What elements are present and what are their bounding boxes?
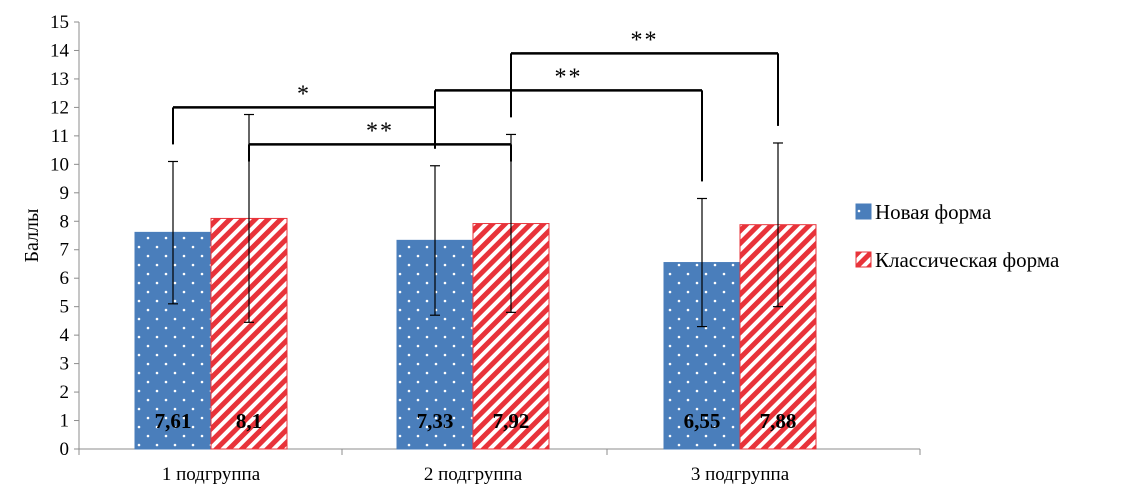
y-tick-label: 11 <box>51 126 69 147</box>
x-category-label: 3 подгруппа <box>691 464 790 485</box>
x-category-label: 1 подгруппа <box>162 464 261 485</box>
data-label: 7,61 <box>155 409 192 433</box>
y-tick-label: 0 <box>60 439 70 460</box>
y-tick-label: 6 <box>60 268 70 289</box>
significance-label: ** <box>631 27 659 53</box>
y-tick-label: 9 <box>60 183 70 204</box>
data-label: 8,1 <box>236 409 262 433</box>
y-tick-label: 12 <box>50 97 69 118</box>
data-label: 7,92 <box>493 409 530 433</box>
significance-label: ** <box>366 118 394 144</box>
y-tick-label: 5 <box>60 297 70 318</box>
data-label: 6,55 <box>684 409 721 433</box>
y-tick-label: 7 <box>60 240 70 261</box>
significance-brackets: ******* <box>172 27 779 182</box>
y-tick-label: 4 <box>60 325 70 346</box>
legend-swatch-new-form <box>855 203 872 220</box>
legend: Новая форма Классическая форма <box>855 200 1060 272</box>
y-tick-label: 10 <box>50 154 69 175</box>
y-tick-label: 1 <box>60 411 70 432</box>
y-tick-label: 8 <box>60 211 70 232</box>
significance-label: * <box>297 81 311 107</box>
y-tick-label: 3 <box>60 354 70 375</box>
data-label: 7,33 <box>417 409 454 433</box>
y-axis-title: Баллы <box>21 209 43 263</box>
legend-swatch-classic-form <box>855 251 872 268</box>
data-label: 7,88 <box>760 409 797 433</box>
data-labels: 7,61 7,33 6,55 8,1 7,92 7,88 <box>155 409 797 433</box>
y-tick-label: 13 <box>50 69 69 90</box>
x-category-label: 2 подгруппа <box>424 464 523 485</box>
y-tick-label: 15 <box>50 12 69 33</box>
legend-label: Классическая форма <box>875 248 1060 272</box>
legend-label: Новая форма <box>875 200 992 224</box>
significance-label: ** <box>555 64 583 90</box>
y-tick-label: 2 <box>60 382 70 403</box>
y-tick-label: 14 <box>50 40 70 61</box>
